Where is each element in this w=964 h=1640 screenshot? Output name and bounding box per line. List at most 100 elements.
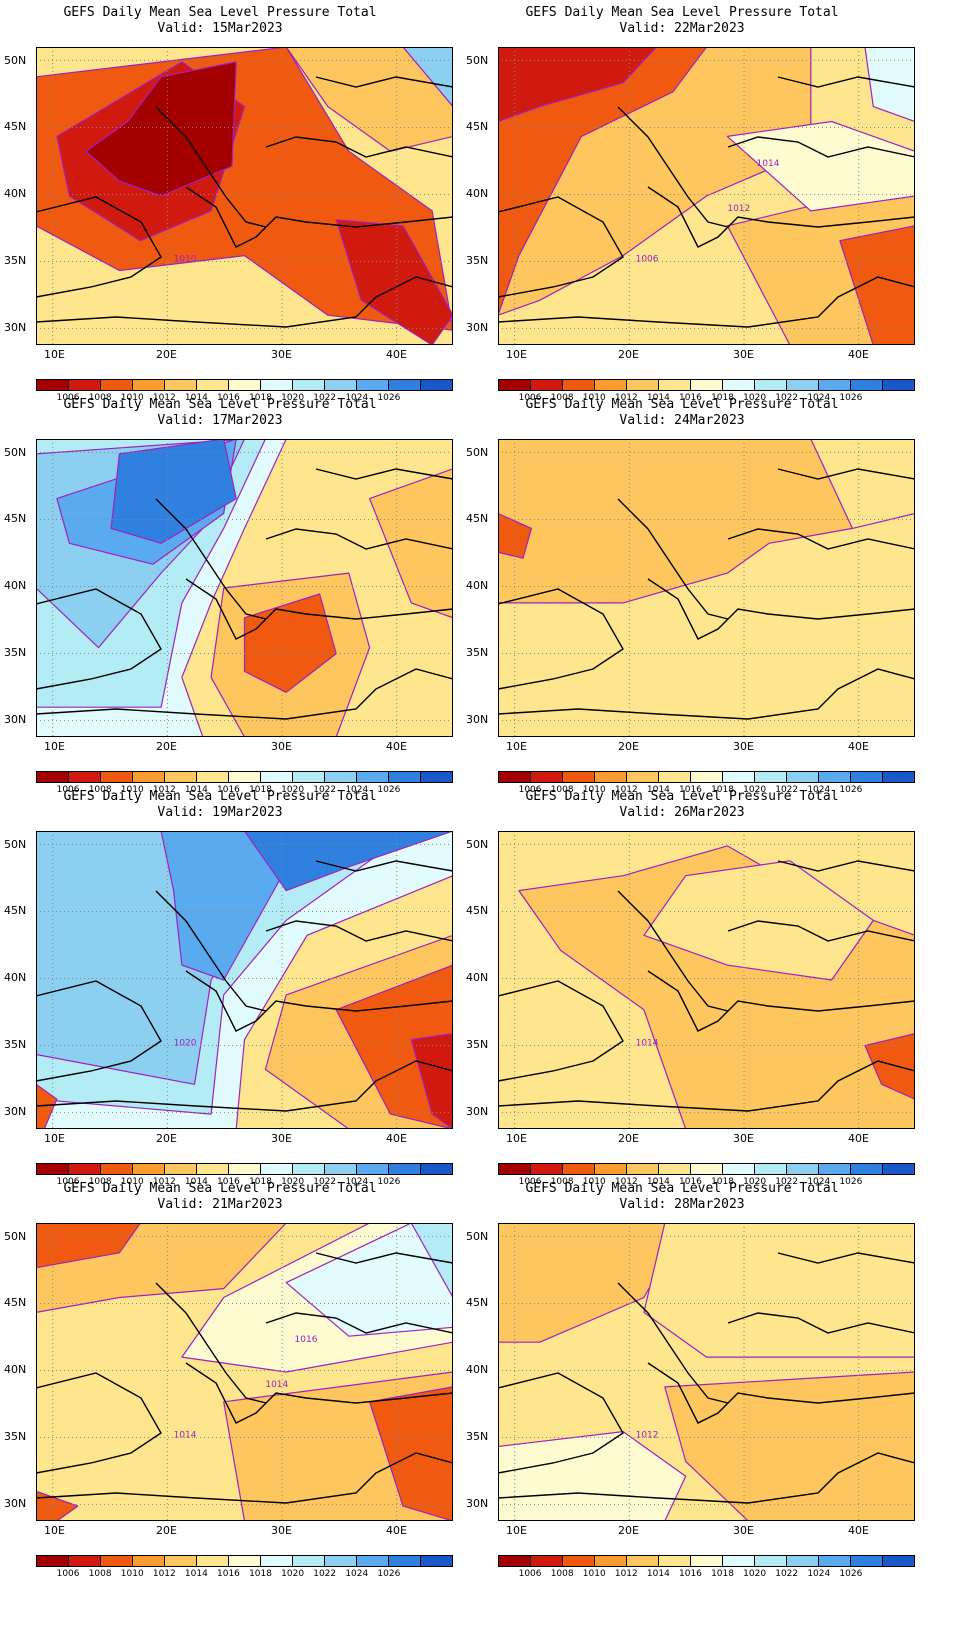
colorbar-swatch [755, 1164, 787, 1174]
colorbar-label: 1026 [839, 785, 863, 795]
colorbar-swatch [691, 772, 723, 782]
colorbar-label: 1012 [152, 1177, 176, 1187]
latitude-label: 45N [466, 512, 489, 525]
map-panel: GEFS Daily Mean Sea Level Pressure Total… [0, 392, 470, 800]
contour-label: 1014 [265, 1380, 288, 1390]
pressure-region [369, 468, 453, 619]
colorbar-swatch [261, 380, 293, 390]
pressure-region [369, 1386, 453, 1521]
colorbar-label: 1026 [839, 1569, 863, 1579]
colorbar-swatch [261, 1556, 293, 1566]
colorbar-swatch [197, 1164, 229, 1174]
colorbar-label: 1020 [743, 393, 767, 403]
colorbar-label: 1018 [711, 785, 734, 795]
latitude-label: 35N [4, 1430, 27, 1443]
colorbar-swatch [325, 380, 357, 390]
pressure-region [285, 47, 453, 152]
pressure-region [110, 439, 237, 544]
colorbar-label: 1012 [614, 785, 638, 795]
pressure-region [498, 47, 708, 316]
colorbar-swatch [723, 380, 755, 390]
map-frame [36, 1223, 453, 1521]
colorbar-label: 1022 [313, 393, 337, 403]
pressure-map: 1012 [498, 1223, 915, 1521]
colorbar-swatch [787, 1556, 819, 1566]
colorbar-label: 1006 [518, 393, 542, 403]
colorbar-swatch [787, 380, 819, 390]
colorbar-swatch [851, 1164, 883, 1174]
colorbar-swatch [325, 1556, 357, 1566]
map-frame [498, 47, 915, 345]
colorbar-swatch [819, 1556, 851, 1566]
colorbar-label: 1024 [807, 1177, 831, 1187]
pressure-region [643, 1223, 915, 1358]
pressure-region [36, 1083, 58, 1129]
colorbar-label: 1016 [679, 1177, 702, 1187]
latitude-label: 50N [466, 54, 489, 67]
colorbar-swatch [229, 772, 261, 782]
panel-valid-date: Valid: 22Mar2023 [619, 21, 745, 36]
colorbar-swatch [563, 772, 595, 782]
colorbar-label: 1024 [807, 1569, 831, 1579]
panel-title: GEFS Daily Mean Sea Level Pressure Total [63, 1181, 377, 1196]
colorbar-swatch [357, 1164, 389, 1174]
colorbar-swatch [531, 1164, 563, 1174]
colorbar-swatch [499, 380, 531, 390]
longitude-label: 20E [618, 1132, 639, 1145]
colorbar-swatch [133, 1556, 165, 1566]
contour-label: 1014 [757, 159, 780, 169]
colorbar-swatch [627, 380, 659, 390]
latitude-label: 45N [466, 1296, 489, 1309]
pressure-region [810, 439, 915, 530]
colorbar-label: 1014 [646, 1569, 670, 1579]
colorbar-label: 1018 [249, 393, 272, 403]
pressure-region [664, 1371, 915, 1521]
colorbar-label: 1014 [184, 1177, 208, 1187]
colorbar-swatch [357, 1556, 389, 1566]
latitude-label: 35N [4, 254, 27, 267]
colorbar-swatch [627, 1164, 659, 1174]
map-frame [36, 439, 453, 737]
panel-title: GEFS Daily Mean Sea Level Pressure Total [525, 5, 839, 20]
colorbar-swatch [357, 772, 389, 782]
colorbar-label: 1020 [743, 785, 767, 795]
colorbar-label: 1016 [679, 393, 702, 403]
colorbar-swatch [389, 1164, 421, 1174]
pressure-map: 1020 [36, 831, 453, 1129]
map-panel: GEFS Daily Mean Sea Level Pressure Total… [462, 392, 932, 800]
longitude-label: 10E [44, 740, 65, 753]
pressure-region [335, 219, 453, 345]
colorbar-label: 1008 [88, 785, 112, 795]
latitude-label: 35N [466, 1038, 489, 1051]
contour-label: 1012 [636, 1431, 659, 1441]
map-panel: GEFS Daily Mean Sea Level Pressure Total… [0, 0, 470, 408]
colorbar-label: 1020 [281, 1569, 305, 1579]
contour-label: 1012 [727, 204, 750, 214]
latitude-label: 50N [4, 54, 27, 67]
colorbar-swatch [851, 1556, 883, 1566]
colorbar-swatch [325, 772, 357, 782]
pressure-region [285, 1223, 453, 1337]
colorbar-label: 1020 [281, 785, 305, 795]
colorbar-swatch [659, 772, 691, 782]
colorbar-label: 1008 [550, 1569, 574, 1579]
panel-valid-date: Valid: 26Mar2023 [619, 805, 745, 820]
colorbar [36, 379, 453, 391]
panel-title: GEFS Daily Mean Sea Level Pressure Total [63, 5, 377, 20]
colorbar-label: 1010 [582, 785, 606, 795]
colorbar-label: 1016 [217, 785, 240, 795]
coastline [498, 76, 915, 328]
colorbar-label: 1022 [313, 1177, 337, 1187]
longitude-label: 20E [156, 348, 177, 361]
longitude-label: 40E [848, 1132, 869, 1145]
colorbar-swatch [421, 1556, 452, 1566]
colorbar-label: 1010 [120, 785, 144, 795]
colorbar-swatch [133, 1164, 165, 1174]
coastline [498, 860, 915, 1112]
colorbar-label: 1018 [249, 1177, 272, 1187]
colorbar-swatch [595, 1164, 627, 1174]
colorbar [36, 771, 453, 783]
map-frame [498, 1223, 915, 1521]
colorbar-swatch [37, 1556, 69, 1566]
colorbar-swatch [133, 380, 165, 390]
